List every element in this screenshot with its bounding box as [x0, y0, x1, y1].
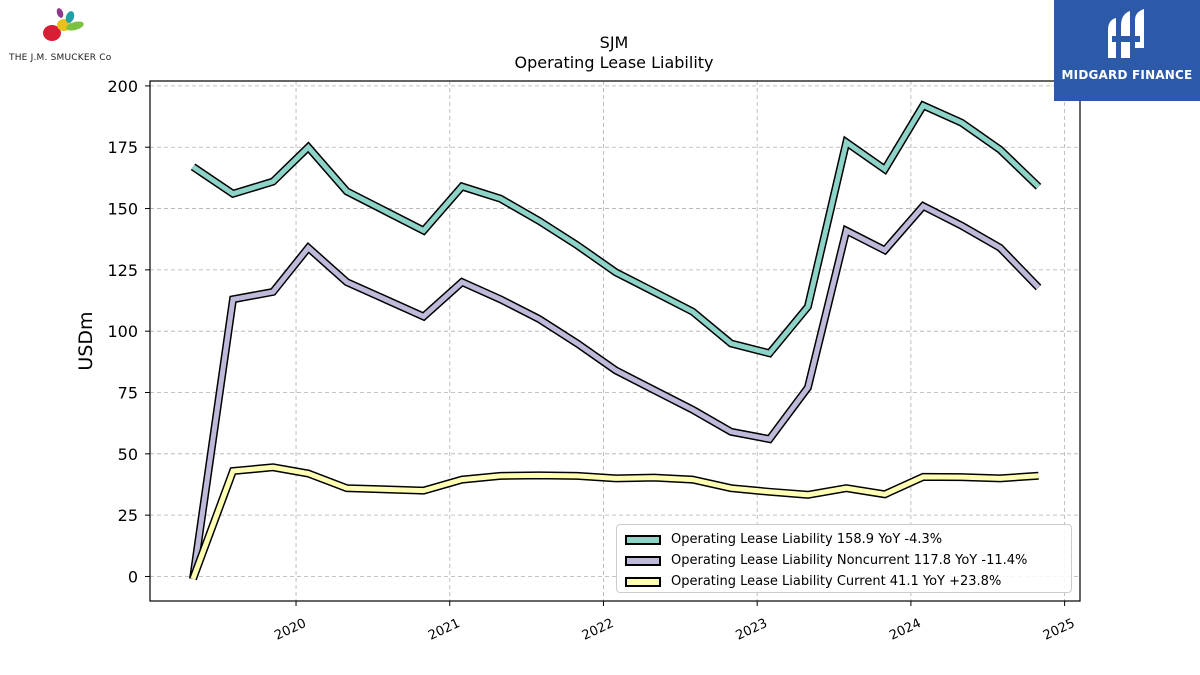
- y-axis-ticks: 0 25 50 75 100 125 150 175 200: [107, 77, 150, 586]
- series-line: [190, 464, 1039, 580]
- y-tick-label: 125: [107, 261, 138, 280]
- legend-label: Operating Lease Liability Current 41.1 Y…: [671, 574, 1002, 589]
- company-name: THE J.M. SMUCKER Co: [9, 53, 112, 63]
- x-tick-label: 2023: [734, 616, 770, 644]
- y-tick-label: 100: [107, 322, 138, 341]
- series-line: [191, 102, 1041, 357]
- legend-swatch: [625, 534, 661, 545]
- series-line: [190, 202, 1041, 580]
- brand-badge: MIDGARD FINANCE: [1054, 0, 1200, 101]
- series-line-outline: [190, 100, 1042, 358]
- x-tick-label: 2020: [272, 616, 308, 644]
- y-tick-label: 50: [118, 445, 138, 464]
- legend-label: Operating Lease Liability Noncurrent 117…: [671, 553, 1028, 568]
- y-axis-label: USDm: [75, 311, 97, 370]
- y-tick-label: 25: [118, 506, 138, 525]
- legend-label: Operating Lease Liability 158.9 YoY -4.3…: [671, 532, 943, 547]
- legend-item: Operating Lease Liability Noncurrent 117…: [625, 550, 1063, 571]
- midgard-logo-icon: [1108, 9, 1144, 58]
- legend-swatch: [625, 555, 661, 566]
- y-tick-label: 175: [107, 138, 138, 157]
- x-axis-ticks: 2020 2021 2022 2023 2024 2025: [272, 601, 1077, 644]
- legend-item: Operating Lease Liability Current 41.1 Y…: [625, 571, 1063, 592]
- series-lines: [189, 100, 1042, 581]
- y-tick-label: 200: [107, 77, 138, 96]
- company-logo: THE J.M. SMUCKER Co: [4, 4, 124, 64]
- x-tick-label: 2025: [1041, 616, 1077, 644]
- y-tick-label: 150: [107, 200, 138, 219]
- chart-legend: Operating Lease Liability 158.9 YoY -4.3…: [616, 524, 1072, 593]
- x-tick-label: 2024: [887, 616, 923, 644]
- x-tick-label: 2022: [580, 616, 616, 644]
- y-tick-label: 75: [118, 384, 138, 403]
- y-tick-label: 0: [128, 567, 138, 586]
- legend-item: Operating Lease Liability 158.9 YoY -4.3…: [625, 529, 1063, 550]
- chart-title: SJM: [600, 33, 629, 52]
- legend-swatch: [625, 576, 661, 587]
- plot-frame: [149, 80, 1081, 602]
- x-tick-label: 2021: [426, 616, 462, 644]
- fruit-logo-icon: [43, 8, 84, 41]
- grid-lines: [150, 81, 1080, 601]
- chart-subtitle: Operating Lease Liability: [514, 53, 713, 72]
- brand-name: MIDGARD FINANCE: [1061, 68, 1193, 82]
